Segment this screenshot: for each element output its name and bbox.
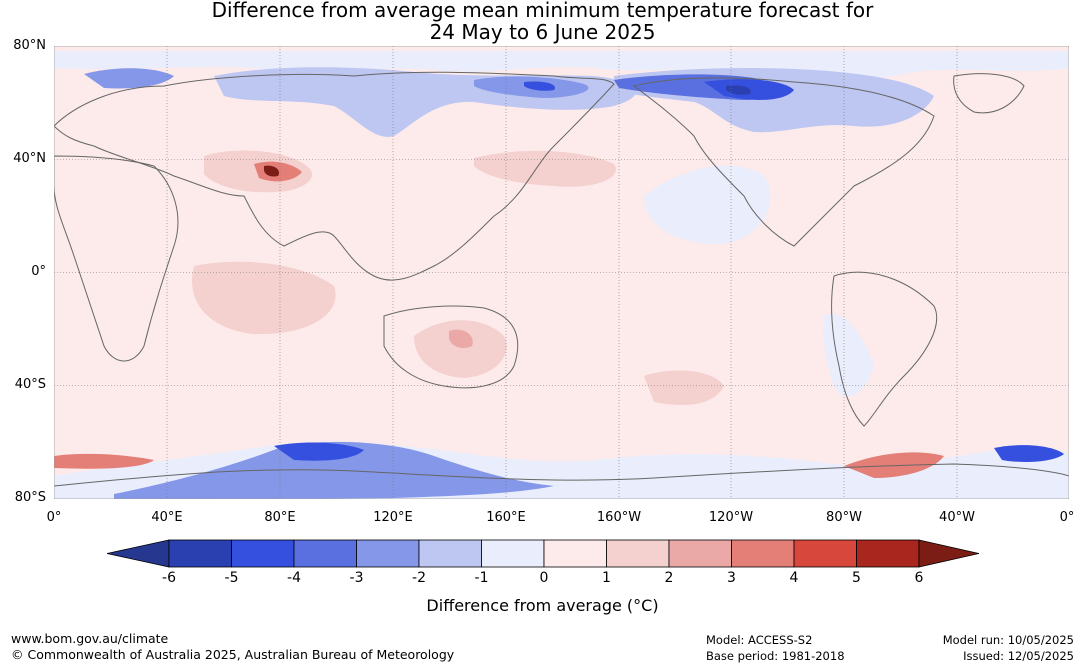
patagonia-cool xyxy=(823,314,874,397)
colorbar-title: Difference from average (°C) xyxy=(426,596,659,615)
weddell-warm xyxy=(844,452,944,478)
lon-label-40e: 40°E xyxy=(151,510,183,525)
footer-model: Model: ACCESS-S2 xyxy=(706,633,813,647)
south-pacific-warm xyxy=(644,370,724,405)
footer-base-period: Base period: 1981-2018 xyxy=(706,649,845,663)
colorbar-tick-label: 6 xyxy=(914,570,924,586)
colorbar-tick-label: -6 xyxy=(162,570,176,586)
map-title-line1: Difference from average mean minimum tem… xyxy=(211,0,874,22)
colorbar-tick-label: -1 xyxy=(474,570,489,586)
lat-label-40s: 40°S xyxy=(14,377,46,392)
lon-label-40w: 40°W xyxy=(939,510,975,525)
lat-label-80s: 80°S xyxy=(14,490,46,505)
colorbar-swatch xyxy=(293,539,357,568)
colorbar xyxy=(107,539,979,568)
colorbar-swatch xyxy=(168,539,232,568)
colorbar-tick-label: -3 xyxy=(349,570,364,586)
australia-warm xyxy=(414,320,507,378)
colorbar-swatch xyxy=(231,539,295,568)
lat-label-0: 0° xyxy=(31,264,46,279)
lon-label-80w: 80°W xyxy=(826,510,862,525)
colorbar-swatch xyxy=(606,539,670,568)
lon-label-0: 0° xyxy=(46,510,62,525)
colorbar-extend-high xyxy=(918,539,979,568)
coast-south-america xyxy=(831,271,938,427)
footer-issued: Issued: 12/05/2025 xyxy=(963,649,1074,663)
colorbar-tick-label: -4 xyxy=(287,570,301,586)
footer-copyright: © Commonwealth of Australia 2025, Austra… xyxy=(11,647,455,662)
colorbar-swatch xyxy=(668,539,732,568)
colorbar-swatch xyxy=(356,539,420,568)
australia-warm-core xyxy=(449,329,473,349)
siberia-cold-center xyxy=(524,81,555,91)
colorbar-tick-label: -5 xyxy=(224,570,239,586)
colorbar-tick-label: 5 xyxy=(852,570,861,586)
colorbar-tick-label: 4 xyxy=(789,570,799,586)
coast-australia xyxy=(383,305,519,389)
graticule xyxy=(54,46,1069,499)
coastlines xyxy=(54,71,1069,487)
map-title-line2: 24 May to 6 June 2025 xyxy=(429,20,656,44)
colorbar-tick-label: 3 xyxy=(727,570,736,586)
colorbar-swatch xyxy=(418,539,482,568)
southern-warm xyxy=(54,453,154,469)
lat-label-40n: 40°N xyxy=(13,151,46,166)
colorbar-swatch xyxy=(481,539,545,568)
lon-label-120w: 120°W xyxy=(708,510,754,525)
lon-label-160w: 160°W xyxy=(596,510,642,525)
lon-label-80e: 80°E xyxy=(264,510,296,525)
atlantic-cold xyxy=(994,445,1064,462)
colorbar-tick-label: 2 xyxy=(664,570,674,586)
colorbar-tick-label: -2 xyxy=(412,570,426,586)
coast-greenland xyxy=(953,73,1025,114)
europe-cold xyxy=(84,68,174,89)
colorbar-tick-label: 1 xyxy=(602,570,611,586)
colorbar-swatch xyxy=(793,539,857,568)
coast-africa xyxy=(54,155,179,362)
colorbar-swatch xyxy=(856,539,920,568)
coast-north-america xyxy=(632,77,935,247)
coast-antarctica xyxy=(54,463,1069,487)
footer-website: www.bom.gov.au/climate xyxy=(11,631,169,646)
anomaly-shading xyxy=(54,51,1069,499)
colorbar-extend-low xyxy=(107,539,170,568)
tibet-hotspot xyxy=(264,165,280,177)
colorbar-swatches xyxy=(107,539,979,568)
pacific-cool xyxy=(644,165,771,245)
arctic-cold-deep xyxy=(726,85,751,95)
lon-label-0-east: 0° xyxy=(1059,510,1075,525)
pacific-warm xyxy=(474,150,616,187)
colorbar-swatch xyxy=(543,539,607,568)
colorbar-swatch xyxy=(731,539,795,568)
coast-eurasia xyxy=(54,71,615,281)
lon-label-160e: 160°E xyxy=(486,510,526,525)
colorbar-tick-label: 0 xyxy=(539,570,549,586)
lat-label-80n: 80°N xyxy=(13,38,46,53)
footer-model-run: Model run: 10/05/2025 xyxy=(942,633,1074,647)
lon-label-120e: 120°E xyxy=(373,510,413,525)
indian-ocean-warm xyxy=(192,261,336,335)
antarctic-cold-core xyxy=(274,442,364,461)
anomaly-map xyxy=(54,46,1069,499)
